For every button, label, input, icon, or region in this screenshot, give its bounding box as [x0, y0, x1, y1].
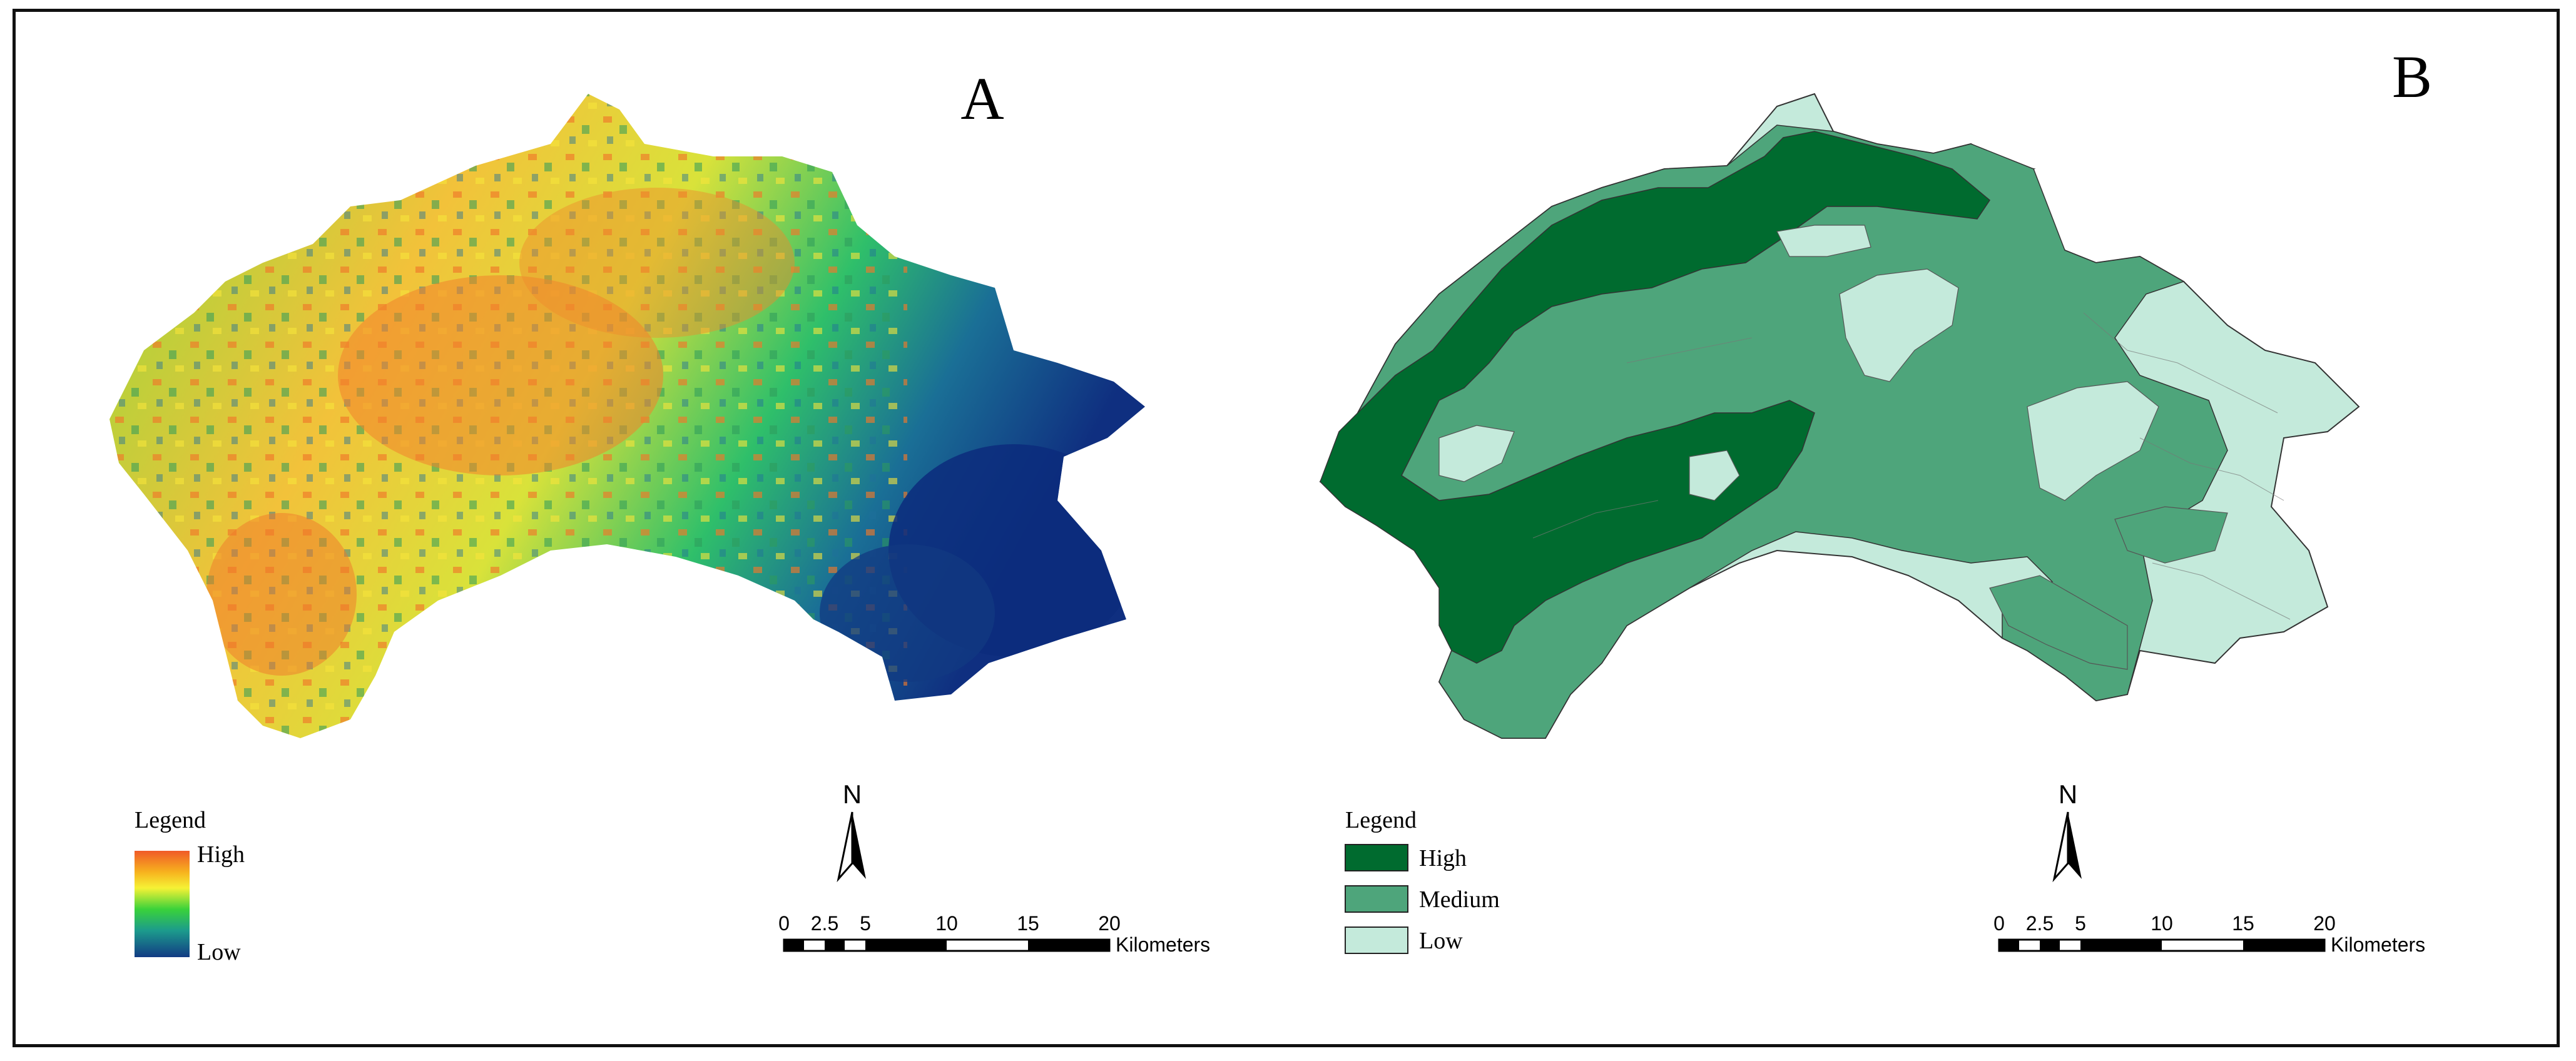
- scale-a-tick-5: 20: [1098, 912, 1121, 935]
- scale-b-unit: Kilometers: [2331, 933, 2425, 956]
- map-a-raster: [109, 94, 1145, 738]
- legend-b-swatch-low: [1345, 926, 1408, 954]
- legend-b-title: Legend: [1345, 807, 1417, 833]
- panel-b: B Legend: [1319, 43, 2432, 956]
- region-low-patch-1: [1839, 268, 1959, 382]
- legend-b-item-high: High: [1345, 844, 1467, 871]
- north-arrow-a: N: [837, 779, 866, 883]
- scale-b-tick-3: 10: [2151, 912, 2173, 935]
- region-medium-patch-1: [2114, 506, 2228, 564]
- region-low-patch-4: [1438, 425, 1515, 482]
- region-low-patch-3: [1776, 225, 1871, 257]
- scale-a-tick-2: 5: [860, 912, 871, 935]
- scale-b-tick-1: 2.5: [2026, 912, 2054, 935]
- legend-b-item-low: Low: [1345, 926, 1463, 954]
- legend-a-low-label: Low: [197, 939, 241, 965]
- north-label-b: N: [2059, 779, 2077, 809]
- scale-a-tick-4: 15: [1017, 912, 1039, 935]
- scale-a-tick-1: 2.5: [811, 912, 838, 935]
- north-arrow-b: N: [2052, 779, 2082, 883]
- legend-b-label-low: Low: [1419, 928, 1463, 954]
- region-high: [1320, 131, 1990, 664]
- scale-bar-a: 0 2.5 5 10 15 20 Kilometers: [778, 912, 1210, 956]
- legend-b-label-medium: Medium: [1419, 886, 1500, 913]
- scale-b-tick-5: 20: [2313, 912, 2336, 935]
- region-low-patch-2: [2027, 381, 2159, 501]
- north-label-a: N: [843, 779, 862, 809]
- scale-a-unit: Kilometers: [1116, 933, 1210, 956]
- scale-b-tick-4: 15: [2232, 912, 2254, 935]
- map-b-regions: [1319, 93, 2360, 739]
- scale-b-tick-2: 5: [2075, 912, 2086, 935]
- legend-a-title: Legend: [135, 807, 206, 833]
- legend-a-high-label: High: [197, 841, 245, 868]
- legend-b-label-high: High: [1419, 845, 1467, 871]
- panel-b-label: B: [2392, 43, 2432, 110]
- panel-a: A Legend High Low N 0 2.5 5 10 15: [109, 65, 1210, 965]
- scale-bar-b: 0 2.5 5 10 15 20 Kilometers: [1993, 912, 2425, 956]
- region-medium-patch-2: [1989, 575, 2128, 670]
- scale-a-tick-3: 10: [935, 912, 958, 935]
- panel-a-label: A: [960, 65, 1004, 132]
- legend-b-swatch-high: [1345, 844, 1408, 871]
- legend-b-item-medium: Medium: [1345, 885, 1500, 913]
- legend-b-swatch-medium: [1345, 885, 1408, 913]
- scale-b-tick-0: 0: [1993, 912, 2005, 935]
- region-low-patch-5: [1689, 450, 1740, 501]
- legend-a-color-ramp: [135, 851, 190, 957]
- scale-a-tick-0: 0: [778, 912, 790, 935]
